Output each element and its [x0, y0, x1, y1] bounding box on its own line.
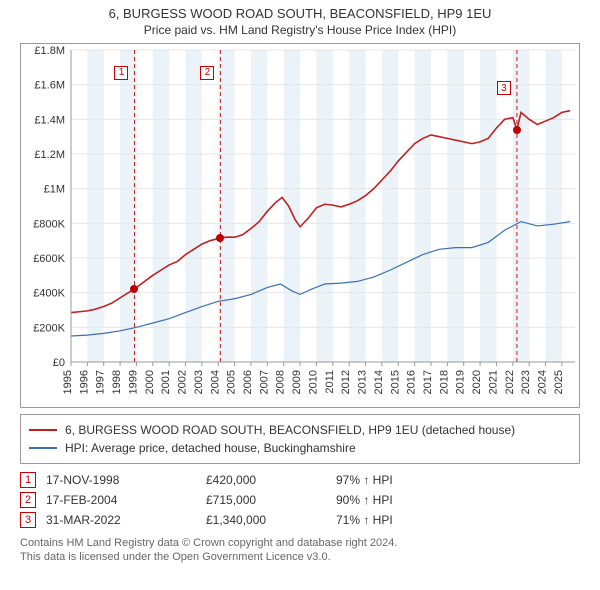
svg-text:£200K: £200K: [33, 322, 65, 334]
price-chart: £0 £200K £400K £600K £800K £1M £1.2M £1.4M £1.6M…: [20, 43, 580, 408]
transaction-table: 1 17-NOV-1998 £420,000 97% ↑ HPI 2 17-FEB-200…: [20, 470, 580, 530]
svg-text:2011: 2011: [324, 370, 336, 394]
svg-text:1995: 1995: [62, 370, 74, 394]
transaction-price: £1,340,000: [206, 510, 326, 530]
svg-text:2022: 2022: [504, 370, 516, 394]
page-subtitle: Price paid vs. HM Land Registry's House …: [10, 23, 590, 37]
attribution-footer: Contains HM Land Registry data © Crown c…: [20, 536, 580, 564]
legend-label: 6, BURGESS WOOD ROAD SOUTH, BEACONSFIELD…: [65, 421, 515, 439]
svg-text:2013: 2013: [357, 370, 369, 394]
transaction-date: 17-FEB-2004: [46, 490, 196, 510]
transaction-vs-hpi: 97% ↑ HPI: [336, 470, 393, 490]
marker-label-1: 1: [114, 66, 128, 80]
svg-text:£800K: £800K: [33, 218, 65, 230]
svg-text:2025: 2025: [553, 370, 565, 394]
svg-text:2010: 2010: [307, 370, 319, 394]
svg-text:2021: 2021: [487, 370, 499, 394]
transaction-date: 31-MAR-2022: [46, 510, 196, 530]
svg-text:2001: 2001: [160, 370, 172, 394]
svg-text:£1.6M: £1.6M: [34, 80, 65, 92]
svg-text:2005: 2005: [226, 370, 238, 394]
transaction-index: 3: [20, 512, 36, 528]
svg-text:2024: 2024: [537, 370, 549, 394]
transaction-index: 2: [20, 492, 36, 508]
svg-text:2015: 2015: [389, 370, 401, 394]
transaction-vs-hpi: 71% ↑ HPI: [336, 510, 393, 530]
svg-text:1997: 1997: [95, 370, 107, 394]
svg-text:£1.8M: £1.8M: [34, 45, 65, 57]
svg-text:2009: 2009: [291, 370, 303, 394]
svg-text:2002: 2002: [177, 370, 189, 394]
transaction-price: £420,000: [206, 470, 326, 490]
svg-text:1998: 1998: [111, 370, 123, 394]
svg-text:2003: 2003: [193, 370, 205, 394]
svg-text:2019: 2019: [455, 370, 467, 394]
page-title: 6, BURGESS WOOD ROAD SOUTH, BEACONSFIELD…: [10, 6, 590, 21]
transaction-row-3: 3 31-MAR-2022 £1,340,000 71% ↑ HPI: [20, 510, 580, 530]
svg-text:£600K: £600K: [33, 253, 65, 265]
footer-line-2: This data is licensed under the Open Gov…: [20, 550, 580, 564]
svg-text:1999: 1999: [127, 370, 139, 394]
svg-text:£1.4M: £1.4M: [34, 114, 65, 126]
legend-row-1: HPI: Average price, detached house, Buck…: [29, 439, 571, 457]
marker-label-2: 2: [200, 66, 214, 80]
transaction-index: 1: [20, 472, 36, 488]
svg-text:2008: 2008: [275, 370, 287, 394]
legend-row-0: 6, BURGESS WOOD ROAD SOUTH, BEACONSFIELD…: [29, 421, 571, 439]
svg-text:2023: 2023: [520, 370, 532, 394]
svg-text:2000: 2000: [144, 370, 156, 394]
svg-text:2012: 2012: [340, 370, 352, 394]
svg-text:2017: 2017: [422, 370, 434, 394]
svg-text:2020: 2020: [471, 370, 483, 394]
legend-label: HPI: Average price, detached house, Buck…: [65, 439, 356, 457]
svg-text:2007: 2007: [258, 370, 270, 394]
marker-dot-3: [513, 126, 521, 134]
svg-text:2018: 2018: [438, 370, 450, 394]
transaction-row-1: 1 17-NOV-1998 £420,000 97% ↑ HPI: [20, 470, 580, 490]
svg-text:£1M: £1M: [44, 184, 65, 196]
marker-dot-1: [130, 285, 138, 293]
transaction-date: 17-NOV-1998: [46, 470, 196, 490]
svg-text:2014: 2014: [373, 370, 385, 394]
svg-text:1996: 1996: [78, 370, 90, 394]
svg-text:£400K: £400K: [33, 288, 65, 300]
footer-line-1: Contains HM Land Registry data © Crown c…: [20, 536, 580, 550]
marker-dot-2: [216, 234, 224, 242]
marker-label-3: 3: [497, 81, 511, 95]
svg-text:2006: 2006: [242, 370, 254, 394]
svg-text:2004: 2004: [209, 370, 221, 394]
svg-text:2016: 2016: [406, 370, 418, 394]
legend-swatch: [29, 447, 57, 449]
svg-text:£0: £0: [53, 357, 65, 369]
legend-swatch: [29, 429, 57, 431]
svg-text:£1.2M: £1.2M: [34, 149, 65, 161]
transaction-price: £715,000: [206, 490, 326, 510]
transaction-row-2: 2 17-FEB-2004 £715,000 90% ↑ HPI: [20, 490, 580, 510]
transaction-vs-hpi: 90% ↑ HPI: [336, 490, 393, 510]
chart-svg: £0 £200K £400K £600K £800K £1M £1.2M £1.4M £1.6M…: [21, 44, 580, 408]
legend: 6, BURGESS WOOD ROAD SOUTH, BEACONSFIELD…: [20, 414, 580, 464]
